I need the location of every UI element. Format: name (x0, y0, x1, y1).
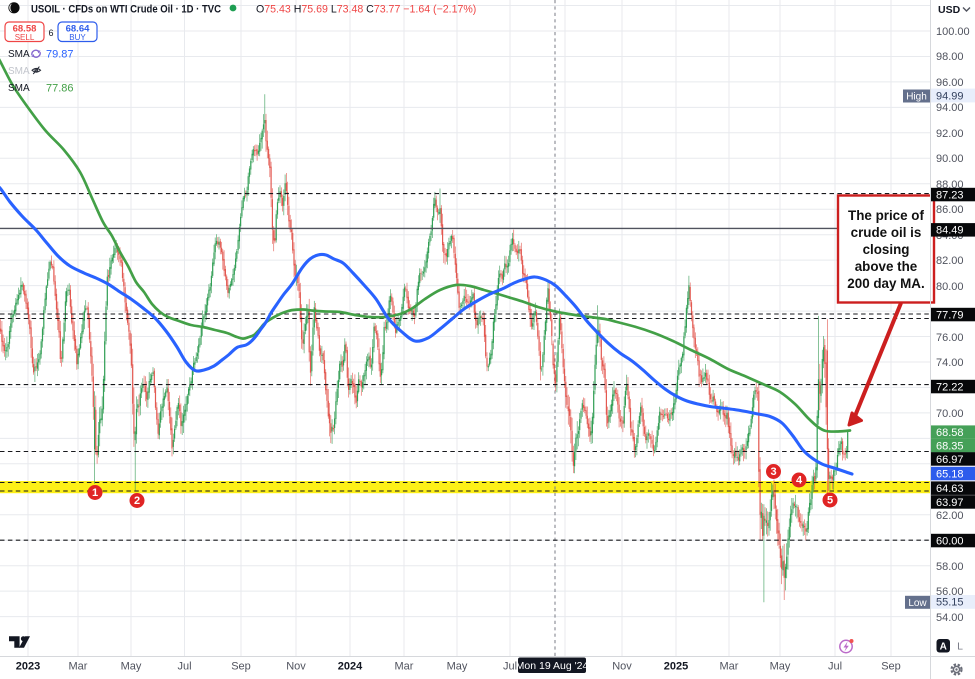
svg-text:May: May (770, 661, 791, 673)
svg-text:USOIL · CFDs on WTI Crude Oil: USOIL · CFDs on WTI Crude Oil · 1D · TVC (31, 3, 221, 15)
svg-text:54.00: 54.00 (936, 612, 964, 624)
svg-text:USD: USD (938, 4, 961, 16)
svg-text:O75.43 H75.69 L73.48 C73.77 −1: O75.43 H75.69 L73.48 C73.77 −1.64 (−2.17… (256, 3, 476, 15)
svg-text:SMA: SMA (8, 49, 30, 60)
svg-text:Sep: Sep (231, 661, 251, 673)
svg-text:SMA: SMA (8, 83, 30, 94)
svg-text:68.58: 68.58 (936, 427, 964, 439)
svg-text:80.00: 80.00 (936, 281, 964, 293)
svg-text:The price of: The price of (848, 208, 924, 223)
svg-text:70.00: 70.00 (936, 408, 964, 420)
svg-text:2023: 2023 (16, 661, 40, 673)
svg-text:62.00: 62.00 (936, 510, 964, 522)
svg-text:65.18: 65.18 (936, 468, 964, 480)
svg-text:2025: 2025 (664, 661, 688, 673)
svg-text:BUY: BUY (69, 33, 86, 42)
svg-text:Jul: Jul (828, 661, 842, 673)
svg-text:92.00: 92.00 (936, 128, 964, 140)
svg-text:May: May (121, 661, 142, 673)
svg-text:5: 5 (827, 495, 833, 507)
svg-text:3: 3 (770, 466, 776, 478)
svg-text:Mon 19 Aug '24: Mon 19 Aug '24 (516, 660, 589, 672)
svg-text:68.58: 68.58 (13, 24, 37, 35)
svg-text:77.79: 77.79 (936, 309, 964, 321)
svg-text:60.00: 60.00 (936, 535, 964, 547)
svg-text:96.00: 96.00 (936, 77, 964, 89)
svg-text:crude oil is: crude oil is (851, 225, 922, 240)
svg-text:1: 1 (92, 487, 98, 499)
svg-text:closing: closing (863, 242, 910, 257)
svg-text:63.97: 63.97 (936, 497, 964, 509)
svg-text:2024: 2024 (338, 661, 363, 673)
svg-text:4: 4 (796, 475, 803, 487)
svg-text:74.00: 74.00 (936, 357, 964, 369)
svg-text:94.99: 94.99 (936, 90, 964, 102)
svg-text:64.63: 64.63 (936, 483, 964, 495)
svg-text:86.00: 86.00 (936, 204, 964, 216)
svg-text:Mar: Mar (69, 661, 88, 673)
svg-text:90.00: 90.00 (936, 153, 964, 165)
svg-text:68.64: 68.64 (66, 24, 90, 35)
svg-text:84.49: 84.49 (936, 225, 964, 237)
svg-text:98.00: 98.00 (936, 51, 964, 63)
svg-text:58.00: 58.00 (936, 561, 964, 573)
svg-text:68.35: 68.35 (936, 441, 964, 453)
svg-text:200 day MA.: 200 day MA. (847, 276, 924, 291)
svg-text:Sep: Sep (881, 661, 901, 673)
svg-text:55.15: 55.15 (936, 597, 964, 609)
svg-text:SELL: SELL (15, 33, 35, 42)
svg-text:Nov: Nov (612, 661, 632, 673)
svg-text:77.86: 77.86 (46, 83, 74, 95)
svg-text:High: High (906, 92, 927, 103)
svg-text:Jul: Jul (503, 661, 517, 673)
svg-text:Nov: Nov (286, 661, 306, 673)
svg-text:Low: Low (908, 598, 927, 609)
svg-text:76.00: 76.00 (936, 332, 964, 344)
svg-text:66.97: 66.97 (936, 454, 964, 466)
svg-text:87.23: 87.23 (936, 189, 964, 201)
svg-text:Mar: Mar (720, 661, 739, 673)
svg-text:72.22: 72.22 (936, 381, 964, 393)
svg-text:100.00: 100.00 (936, 26, 970, 38)
svg-text:82.00: 82.00 (936, 255, 964, 267)
svg-text:A: A (940, 642, 947, 653)
svg-text:above the: above the (855, 259, 918, 274)
svg-text:May: May (447, 661, 468, 673)
svg-text:6: 6 (48, 28, 53, 38)
svg-text:2: 2 (134, 495, 140, 507)
svg-text:L: L (957, 641, 963, 653)
svg-text:Mar: Mar (395, 661, 414, 673)
svg-text:79.87: 79.87 (46, 49, 74, 61)
svg-text:94.00: 94.00 (936, 102, 964, 114)
svg-text:SMA: SMA (8, 66, 30, 77)
svg-text:Jul: Jul (177, 661, 191, 673)
